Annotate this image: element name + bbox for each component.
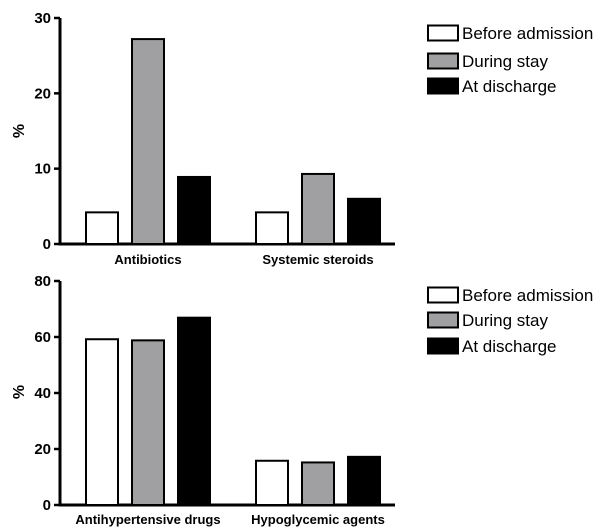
- legend-swatch-at-discharge: [427, 337, 459, 355]
- y-tick-label: 80: [34, 273, 51, 290]
- legend-label: At discharge: [462, 77, 557, 96]
- y-axis-label: %: [11, 124, 28, 138]
- bottom-bar-chart: 0 20 40 60 80% Antihypertensive drugs Hypoglyc…: [11, 273, 593, 527]
- legend-label: During stay: [462, 52, 548, 71]
- legend-label: During stay: [462, 311, 548, 330]
- x-category-label: Antihypertensive drugs: [75, 512, 220, 527]
- bar-hypoglycemic-agents-before-admission: [255, 459, 289, 507]
- x-category-label: Antibiotics: [114, 252, 181, 267]
- legend-label: Before admission: [462, 24, 593, 43]
- bar-systemic-steroids-before-admission: [255, 211, 289, 245]
- y-tick-label: 60: [34, 329, 51, 346]
- legend-swatch-at-discharge: [427, 77, 459, 95]
- bar-systemic-steroids-at-discharge: [347, 197, 381, 246]
- legend-label: At discharge: [462, 337, 557, 356]
- y-axis-label: %: [11, 385, 28, 399]
- bar-hypoglycemic-agents-during-stay: [301, 461, 335, 507]
- y-tick-label: 20: [34, 441, 51, 458]
- bar-antihypertensive-drugs-at-discharge: [177, 316, 211, 506]
- y-tick-label: 0: [43, 497, 51, 514]
- legend-swatch-during-stay: [427, 311, 459, 329]
- bar-systemic-steroids-during-stay: [301, 172, 335, 245]
- legend-swatch-before-admission: [427, 286, 459, 304]
- y-tick-label: 30: [34, 10, 51, 27]
- bar-hypoglycemic-agents-at-discharge: [347, 455, 381, 506]
- legend-swatch-during-stay: [427, 52, 459, 70]
- bar-antibiotics-before-admission: [85, 211, 119, 245]
- x-category-label: Systemic steroids: [262, 252, 373, 267]
- bar-antibiotics-at-discharge: [177, 175, 211, 246]
- y-tick-label: 20: [34, 85, 51, 102]
- y-tick-label: 0: [43, 236, 51, 253]
- bar-antibiotics-during-stay: [131, 38, 165, 245]
- legend-swatch-before-admission: [427, 24, 459, 42]
- bar-antihypertensive-drugs-during-stay: [131, 339, 165, 506]
- bar-antihypertensive-drugs-before-admission: [85, 338, 119, 506]
- y-tick-label: 10: [34, 161, 51, 178]
- y-tick-label: 40: [34, 385, 51, 402]
- legend-label: Before admission: [462, 286, 593, 305]
- top-bar-chart: 0 10 20 30% Antibiotics Systemic steroids Befo…: [11, 10, 593, 267]
- x-category-label: Hypoglycemic agents: [251, 512, 385, 527]
